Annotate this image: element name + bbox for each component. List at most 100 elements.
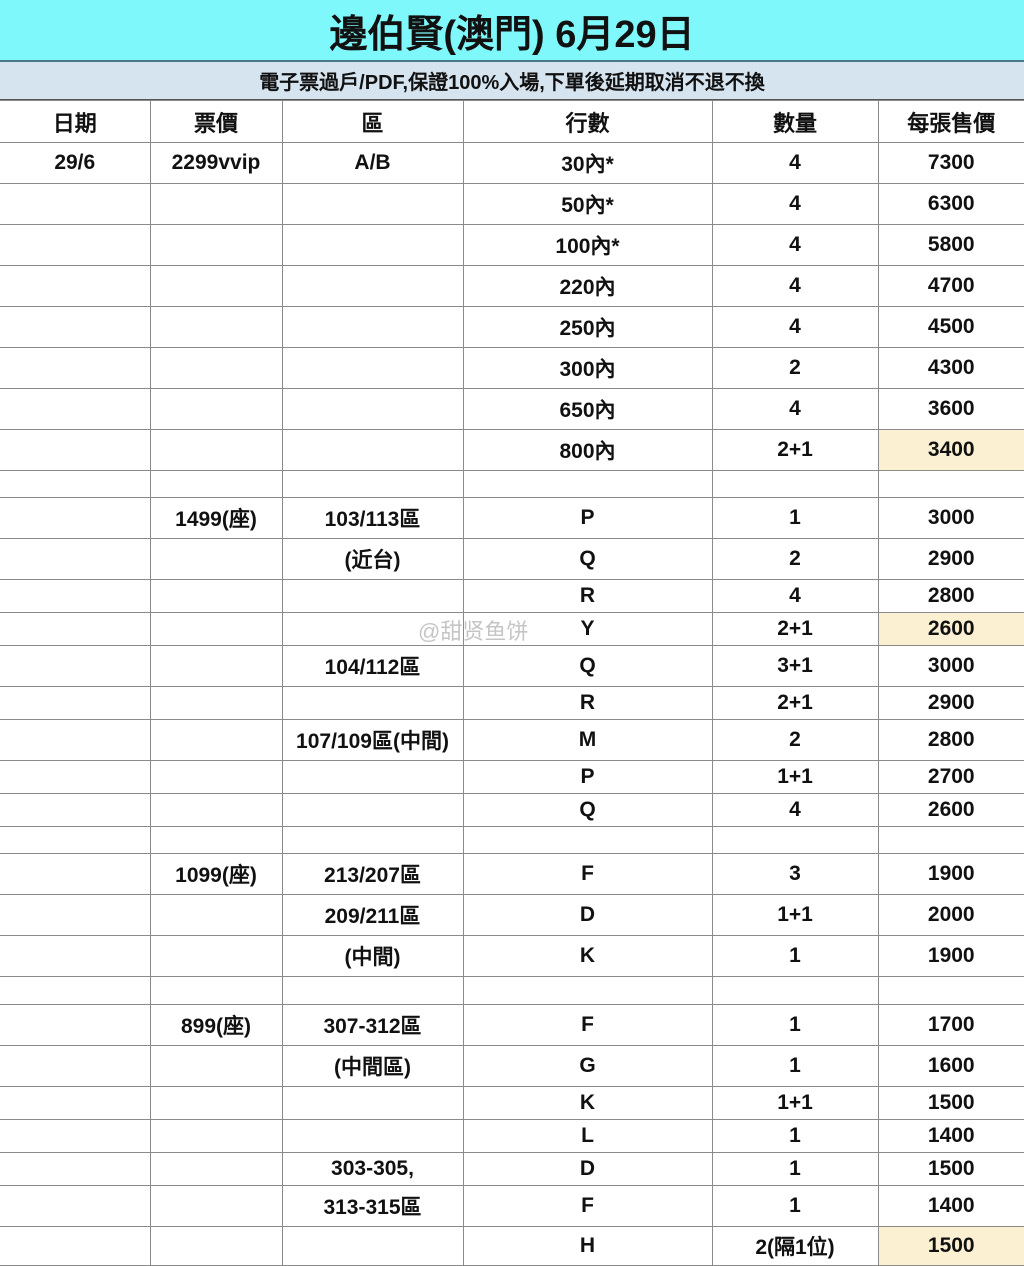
cell-quantity: 4 (711, 306, 879, 348)
cell-row: L (462, 1119, 713, 1153)
cell-row: G (462, 1045, 713, 1087)
cell-unit-price: 1500 (877, 1086, 1024, 1120)
cell-zone (281, 826, 464, 854)
cell-quantity: 1+1 (711, 760, 879, 794)
cell-zone: 213/207區 (281, 853, 464, 895)
cell-unit-price: 1600 (877, 1045, 1024, 1087)
notice-banner: 電子票過戶/PDF,保證100%入場,下單後延期取消不退不換 (0, 62, 1024, 100)
cell-price (149, 429, 283, 471)
cell-quantity (711, 826, 879, 854)
cell-zone: 103/113區 (281, 497, 464, 539)
cell-row: R (462, 579, 713, 613)
cell-price (149, 183, 283, 225)
table-row: K 1+1 1500 (0, 1086, 1024, 1120)
cell-zone (281, 388, 464, 430)
table-row (0, 976, 1024, 1005)
cell-zone: 313-315區 (281, 1185, 464, 1227)
cell-zone (281, 1119, 464, 1153)
cell-date (0, 1152, 151, 1186)
cell-zone (281, 686, 464, 720)
table-row: 100內* 4 5800 (0, 224, 1024, 266)
cell-row: 50內* (462, 183, 713, 225)
cell-row: P (462, 760, 713, 794)
cell-quantity: 4 (711, 224, 879, 266)
cell-row: P (462, 497, 713, 539)
cell-row: 250內 (462, 306, 713, 348)
cell-zone (281, 793, 464, 827)
col-row: 行數 (462, 100, 713, 143)
cell-price (149, 719, 283, 761)
cell-zone: (中間區) (281, 1045, 464, 1087)
cell-date (0, 306, 151, 348)
table-row: 300內 2 4300 (0, 347, 1024, 389)
cell-row: 30內* (462, 142, 713, 184)
cell-unit-price: 4700 (877, 265, 1024, 307)
cell-price (149, 645, 283, 687)
table-row: H 2(隔1位) 1500 (0, 1226, 1024, 1266)
cell-price (149, 976, 283, 1005)
cell-date (0, 645, 151, 687)
cell-date (0, 429, 151, 471)
table-row: 313-315區 F 1 1400 (0, 1185, 1024, 1227)
cell-unit-price: 7300 (877, 142, 1024, 184)
cell-zone (281, 347, 464, 389)
cell-price (149, 826, 283, 854)
cell-price (149, 347, 283, 389)
cell-zone (281, 265, 464, 307)
cell-quantity: 4 (711, 388, 879, 430)
cell-unit-price: 4500 (877, 306, 1024, 348)
cell-unit-price: 3400 (877, 429, 1024, 471)
cell-unit-price: 4300 (877, 347, 1024, 389)
table-row: 107/109區(中間) M 2 2800 (0, 719, 1024, 761)
cell-date (0, 1185, 151, 1227)
cell-price (149, 760, 283, 794)
cell-row: Q (462, 538, 713, 580)
cell-unit-price: 1900 (877, 853, 1024, 895)
cell-zone (281, 1226, 464, 1266)
cell-date (0, 760, 151, 794)
cell-date (0, 497, 151, 539)
cell-zone (281, 612, 464, 646)
cell-quantity: 2 (711, 347, 879, 389)
table-row: 650內 4 3600 (0, 388, 1024, 430)
cell-date (0, 935, 151, 977)
cell-row (462, 976, 713, 1005)
table-row: 1099(座) 213/207區 F 3 1900 (0, 853, 1024, 895)
cell-quantity: 4 (711, 579, 879, 613)
cell-quantity (711, 470, 879, 498)
cell-quantity: 1 (711, 1152, 879, 1186)
cell-date (0, 579, 151, 613)
table-row: (中間區) G 1 1600 (0, 1045, 1024, 1087)
cell-price (149, 686, 283, 720)
table-row: 250內 4 4500 (0, 306, 1024, 348)
cell-row: K (462, 935, 713, 977)
cell-price: 1499(座) (149, 497, 283, 539)
cell-date (0, 470, 151, 498)
cell-date (0, 976, 151, 1005)
cell-quantity: 2(隔1位) (711, 1226, 879, 1266)
cell-zone (281, 306, 464, 348)
cell-date (0, 826, 151, 854)
cell-quantity: 3 (711, 853, 879, 895)
cell-row: 220內 (462, 265, 713, 307)
cell-zone (281, 470, 464, 498)
cell-price (149, 894, 283, 936)
cell-quantity: 4 (711, 142, 879, 184)
table-row: 899(座) 307-312區 F 1 1700 (0, 1004, 1024, 1046)
cell-unit-price: 2900 (877, 686, 1024, 720)
cell-price (149, 265, 283, 307)
cell-row: H (462, 1226, 713, 1266)
cell-row: K (462, 1086, 713, 1120)
cell-unit-price: 2600 (877, 793, 1024, 827)
cell-zone (281, 1086, 464, 1120)
cell-zone: 104/112區 (281, 645, 464, 687)
cell-unit-price (877, 976, 1024, 1005)
table-row: 1499(座) 103/113區 P 1 3000 (0, 497, 1024, 539)
cell-row: 800內 (462, 429, 713, 471)
cell-quantity: 1 (711, 1185, 879, 1227)
cell-zone: (近台) (281, 538, 464, 580)
cell-quantity: 4 (711, 265, 879, 307)
cell-row: F (462, 1185, 713, 1227)
cell-date (0, 538, 151, 580)
table-row: Q 4 2600 (0, 793, 1024, 827)
